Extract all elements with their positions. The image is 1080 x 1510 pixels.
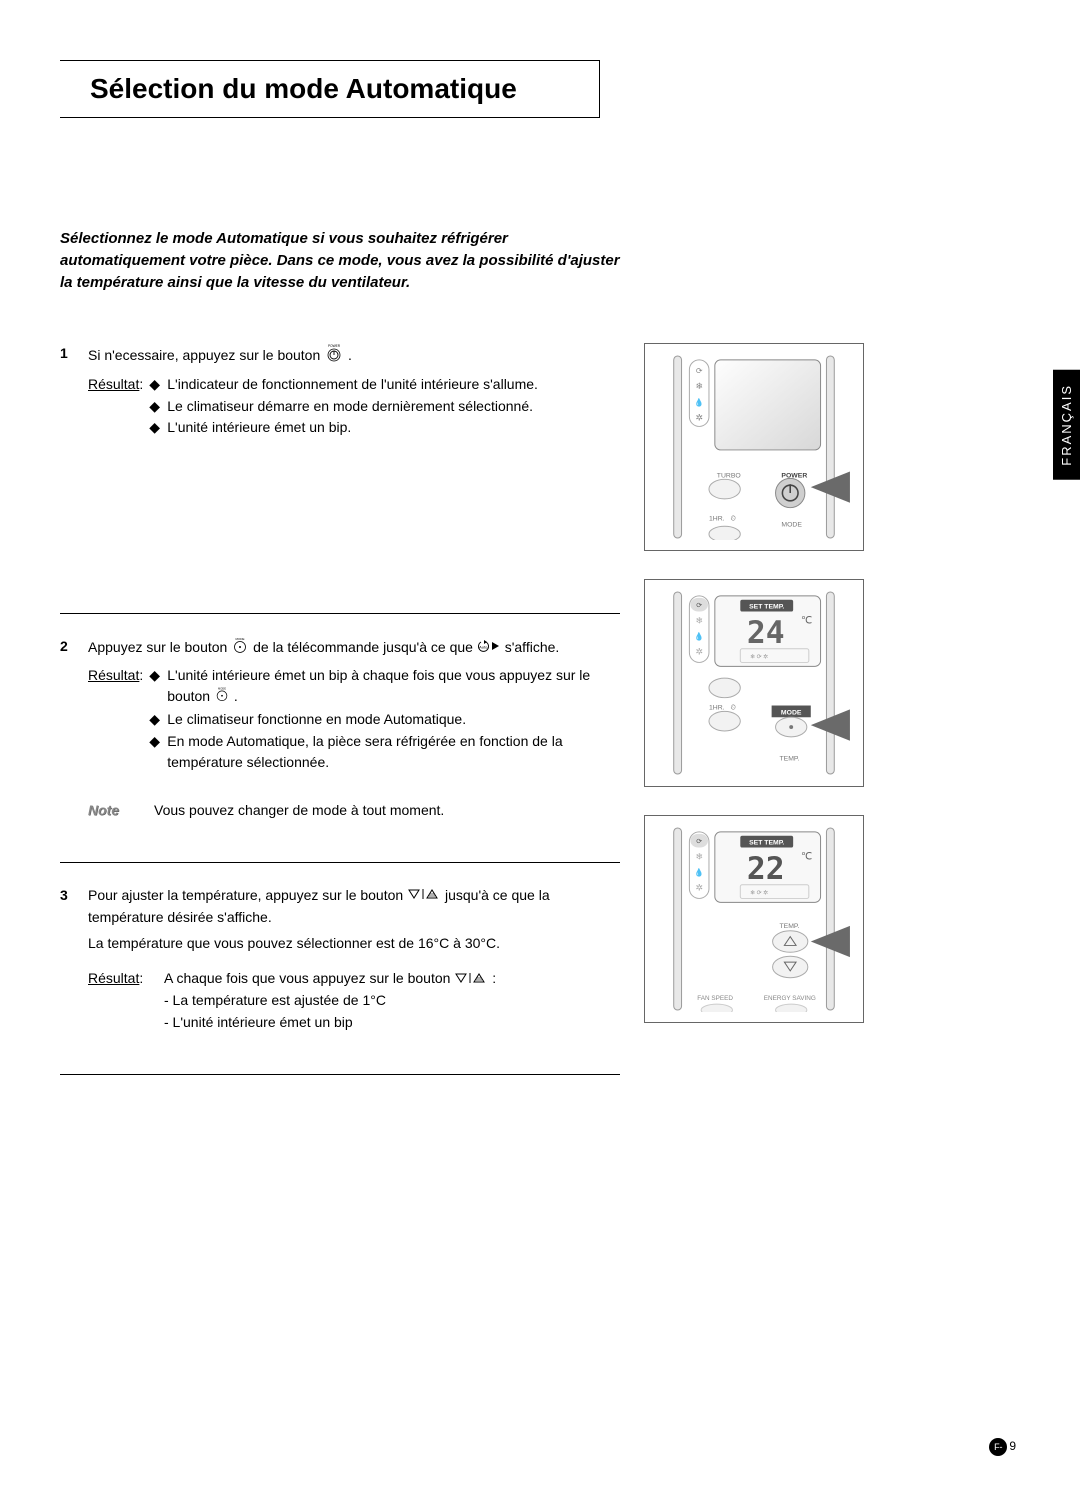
temp-up-down-icon bbox=[454, 969, 488, 991]
svg-text:✲: ✲ bbox=[695, 883, 702, 893]
svg-text:22: 22 bbox=[747, 851, 785, 887]
step2-result-prefix: L'unité intérieure émet un bip à chaque … bbox=[167, 667, 590, 705]
step2-text-c: s'affiche. bbox=[505, 639, 560, 655]
step1-result-1: Le climatiseur démarre en mode dernièrem… bbox=[167, 396, 533, 418]
svg-text:✲: ✲ bbox=[695, 413, 702, 423]
svg-text:💧: 💧 bbox=[694, 397, 704, 407]
step-number: 2 bbox=[60, 636, 74, 822]
instructions-column: 1 Si n'ecessaire, appuyez sur le bouton … bbox=[60, 343, 620, 1097]
temp-up-down-icon bbox=[407, 885, 441, 907]
remote-figure-2: ⟳ ❄ 💧 ✲ SET TEMP. 24 ℃ ❄ ⟳ ✲ 1HR. ⏲ bbox=[644, 579, 864, 787]
page-title-box: Sélection du mode Automatique bbox=[60, 60, 600, 118]
divider bbox=[60, 862, 620, 863]
note-label: Note bbox=[88, 800, 136, 822]
svg-text:💧: 💧 bbox=[694, 867, 704, 877]
svg-text:FAN SPEED: FAN SPEED bbox=[697, 996, 733, 1003]
svg-text:⏲: ⏲ bbox=[731, 516, 736, 523]
page-number-prefix: F- bbox=[989, 1438, 1007, 1456]
svg-text:TEMP.: TEMP. bbox=[779, 756, 799, 763]
bullet-icon: ◆ bbox=[149, 417, 161, 439]
svg-text:1HR.: 1HR. bbox=[709, 516, 725, 523]
result-label: Résultat bbox=[88, 970, 139, 986]
step1-result-0: L'indicateur de fonctionnement de l'unit… bbox=[167, 374, 538, 396]
step-number: 1 bbox=[60, 343, 74, 439]
result-label: Résultat bbox=[88, 376, 139, 392]
step-1: 1 Si n'ecessaire, appuyez sur le bouton … bbox=[60, 343, 620, 459]
svg-text:℃: ℃ bbox=[801, 852, 812, 863]
result-label: Résultat bbox=[88, 667, 139, 683]
svg-text:✲: ✲ bbox=[695, 647, 702, 657]
svg-text:⟳: ⟳ bbox=[696, 839, 702, 846]
svg-text:POWER: POWER bbox=[328, 344, 341, 348]
page-number: F-9 bbox=[989, 1438, 1016, 1456]
bullet-icon: ◆ bbox=[149, 709, 161, 731]
step3-text-c: La température que vous pouvez sélection… bbox=[88, 933, 620, 955]
svg-text:⏲: ⏲ bbox=[731, 705, 736, 712]
note-text: Vous pouvez changer de mode à tout momen… bbox=[154, 800, 444, 822]
svg-text:1HR.: 1HR. bbox=[709, 705, 725, 712]
mode-icon: MODE bbox=[214, 686, 230, 709]
step-3: 3 Pour ajuster la température, appuyez s… bbox=[60, 885, 620, 1054]
step3-result-line2: - L'unité intérieure émet un bip bbox=[164, 1012, 496, 1034]
step3-result-line1: - La température est ajustée de 1°C bbox=[164, 990, 496, 1012]
step1-text-a: Si n'ecessaire, appuyez sur le bouton bbox=[88, 347, 324, 363]
step-2: 2 Appuyez sur le bouton MODE de la téléc… bbox=[60, 636, 620, 842]
svg-text:℃: ℃ bbox=[801, 616, 812, 627]
step3-text-a: Pour ajuster la température, appuyez sur… bbox=[88, 887, 407, 903]
divider bbox=[60, 613, 620, 614]
bullet-icon: ◆ bbox=[149, 665, 161, 709]
svg-text:MODE: MODE bbox=[781, 522, 802, 529]
step-number: 3 bbox=[60, 885, 74, 1034]
svg-text:TURBO: TURBO bbox=[717, 473, 741, 480]
svg-text:💧: 💧 bbox=[694, 631, 704, 641]
svg-text:⟳: ⟳ bbox=[696, 367, 703, 376]
page-title: Sélection du mode Automatique bbox=[90, 73, 575, 105]
svg-text:MODE: MODE bbox=[218, 687, 226, 691]
remote-figure-1: ⟳ ❄ 💧 ✲ TURBO POWER bbox=[644, 343, 864, 551]
divider bbox=[60, 1074, 620, 1075]
bullet-icon: ◆ bbox=[149, 374, 161, 396]
svg-text:❄ ⟳ ✲: ❄ ⟳ ✲ bbox=[750, 654, 768, 661]
step2-result-2: En mode Automatique, la pièce sera réfri… bbox=[167, 731, 620, 774]
svg-text:ENERGY SAVING: ENERGY SAVING bbox=[764, 996, 816, 1003]
step3-result-a: A chaque fois que vous appuyez sur le bo… bbox=[164, 970, 454, 986]
svg-text:❄ ⟳ ✲: ❄ ⟳ ✲ bbox=[750, 890, 768, 897]
svg-text:SET TEMP.: SET TEMP. bbox=[749, 604, 784, 611]
step1-text-b: . bbox=[348, 347, 352, 363]
svg-text:Auto: Auto bbox=[479, 644, 488, 649]
svg-text:MODE: MODE bbox=[781, 710, 802, 717]
figures-column: ⟳ ❄ 💧 ✲ TURBO POWER bbox=[644, 343, 864, 1097]
step2-result-1: Le climatiseur fonctionne en mode Automa… bbox=[167, 709, 466, 731]
page-number-value: 9 bbox=[1009, 1439, 1016, 1453]
intro-paragraph: Sélectionnez le mode Automatique si vous… bbox=[60, 228, 620, 293]
svg-text:TEMP.: TEMP. bbox=[779, 923, 799, 930]
svg-text:❄: ❄ bbox=[695, 852, 702, 862]
bullet-icon: ◆ bbox=[149, 396, 161, 418]
svg-text:⟳: ⟳ bbox=[696, 603, 702, 610]
remote-figure-3: ⟳ ❄ 💧 ✲ SET TEMP. 22 ℃ ❄ ⟳ ✲ TEMP. bbox=[644, 815, 864, 1023]
step3-result-b: : bbox=[492, 970, 496, 986]
svg-text:❄: ❄ bbox=[695, 381, 702, 391]
step2-text-b: de la télécommande jusqu'à ce que bbox=[253, 639, 477, 655]
bullet-icon: ◆ bbox=[149, 731, 161, 774]
auto-arrow-icon: Auto bbox=[477, 638, 501, 660]
power-icon: POWER bbox=[324, 343, 344, 370]
svg-text:❄: ❄ bbox=[695, 616, 702, 626]
svg-text:POWER: POWER bbox=[781, 473, 807, 480]
mode-icon: MODE bbox=[231, 636, 249, 661]
step1-result-2: L'unité intérieure émet un bip. bbox=[167, 417, 351, 439]
language-tab: FRANÇAIS bbox=[1053, 370, 1080, 480]
svg-text:24: 24 bbox=[747, 615, 785, 651]
svg-text:MODE: MODE bbox=[236, 637, 245, 641]
svg-text:SET TEMP.: SET TEMP. bbox=[749, 840, 784, 847]
step2-text-a: Appuyez sur le bouton bbox=[88, 639, 231, 655]
step2-result-suffix: . bbox=[234, 688, 238, 704]
